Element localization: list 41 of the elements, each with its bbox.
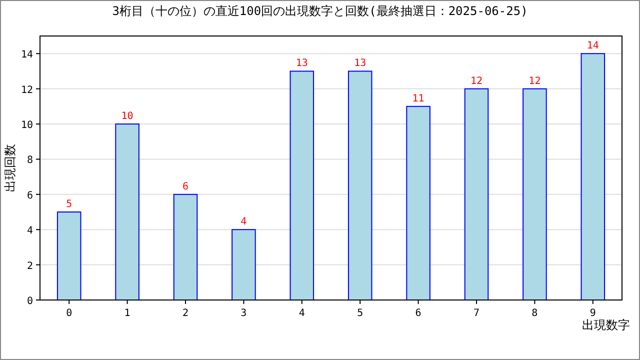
chart-title: 3桁目（十の位）の直近100回の出現数字と回数(最終抽選日：2025-06-25) (112, 4, 528, 18)
x-tick-label: 7 (473, 308, 480, 319)
x-tick-label: 9 (590, 308, 596, 319)
x-tick-label: 1 (124, 308, 130, 319)
data-label: 4 (240, 216, 247, 228)
data-label: 10 (121, 111, 134, 122)
y-tick-label: 6 (26, 190, 33, 202)
bar (115, 124, 140, 300)
data-label: 12 (528, 76, 541, 87)
y-tick-label: 0 (26, 296, 33, 307)
data-label: 13 (354, 58, 366, 70)
y-tick-label: 10 (20, 120, 33, 131)
x-tick-label: 3 (240, 308, 247, 319)
x-tick-label: 6 (415, 308, 422, 319)
x-tick-label: 4 (298, 308, 305, 319)
data-label: 12 (470, 76, 483, 87)
x-tick-label: 0 (66, 308, 72, 319)
y-tick-label: 8 (26, 155, 33, 166)
bar (348, 70, 372, 300)
data-label: 13 (296, 58, 308, 70)
x-tick-label: 2 (182, 308, 189, 319)
y-tick-label: 2 (26, 260, 33, 272)
y-tick-label: 4 (26, 226, 33, 237)
bar (56, 212, 82, 300)
x-axis-title: 出現数字 (582, 318, 630, 332)
y-tick-label: 14 (20, 50, 33, 61)
y-tick-label: 12 (20, 84, 33, 96)
bar (406, 106, 430, 300)
data-label: 5 (66, 199, 72, 210)
bar (464, 88, 489, 300)
x-tick-label: 5 (357, 308, 364, 319)
bar (173, 194, 198, 300)
data-label: 6 (182, 181, 189, 192)
bar (580, 53, 606, 300)
y-axis-title: 出現回数 (3, 144, 17, 192)
data-label: 11 (412, 93, 424, 104)
x-tick-label: 8 (532, 308, 538, 319)
bar (232, 229, 256, 300)
data-label: 14 (586, 40, 599, 52)
bar (522, 88, 547, 300)
bar (290, 70, 314, 300)
